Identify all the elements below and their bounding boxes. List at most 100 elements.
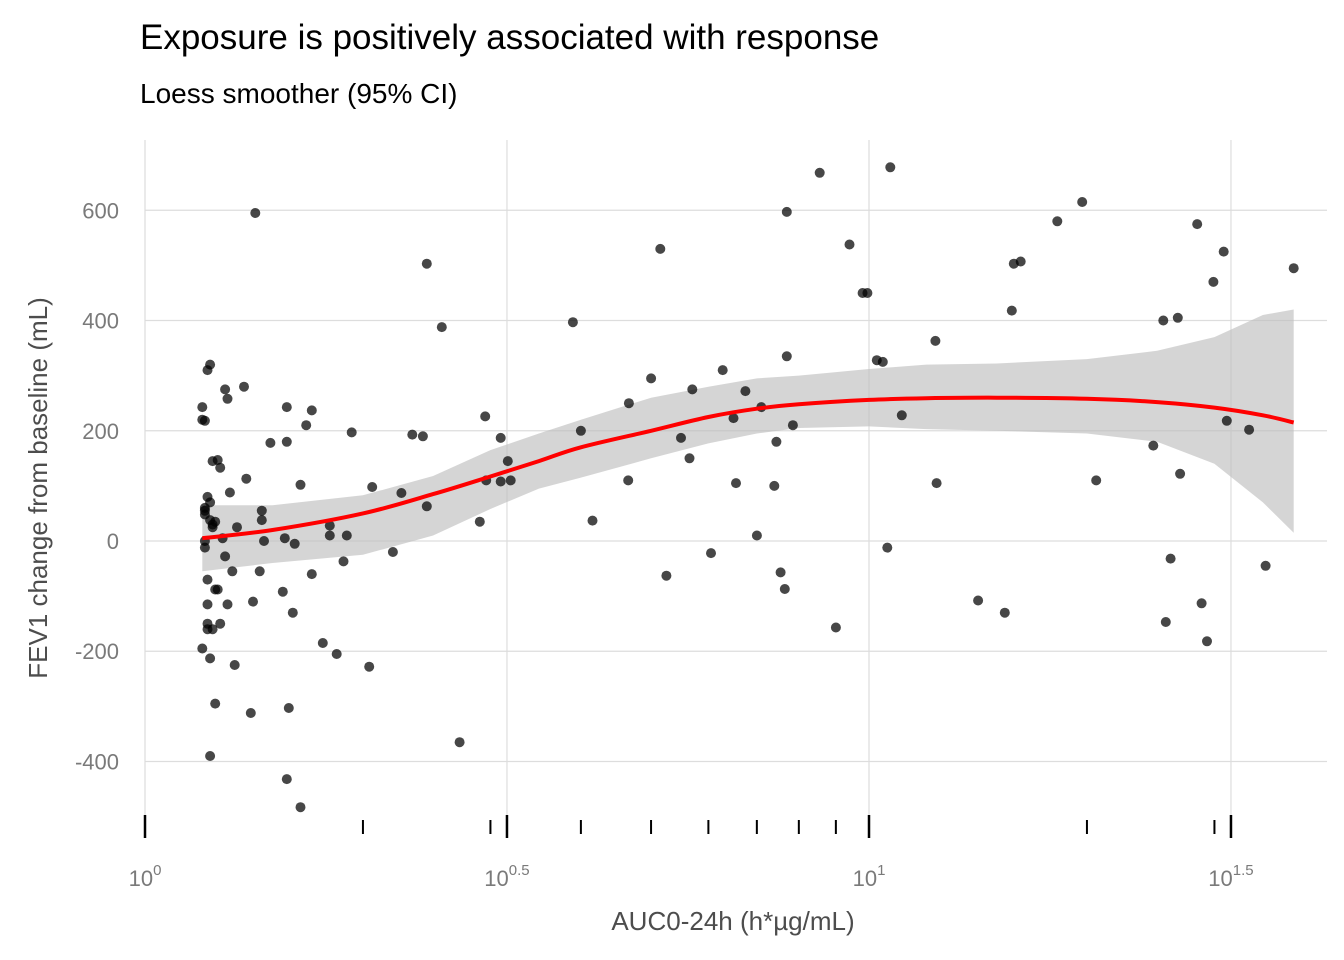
data-point [207, 624, 218, 635]
data-point [199, 415, 210, 426]
data-point [931, 478, 942, 489]
data-point [1165, 553, 1176, 564]
data-point [814, 167, 825, 178]
data-point [1158, 315, 1169, 326]
data-point [844, 239, 855, 250]
data-point [281, 436, 292, 447]
data-point [740, 386, 751, 397]
data-point [197, 643, 208, 654]
data-point [421, 258, 432, 269]
y-tick-label: 600 [82, 198, 119, 223]
data-point [396, 488, 407, 498]
data-point [1160, 617, 1171, 627]
data-point [224, 487, 235, 498]
data-point [505, 475, 516, 486]
data-point [567, 317, 578, 328]
data-point [417, 431, 428, 442]
data-point [241, 473, 252, 484]
data-point [281, 774, 292, 785]
data-point [317, 638, 328, 648]
data-point [229, 660, 240, 670]
data-point [341, 530, 352, 541]
data-point [717, 365, 728, 376]
chart-title: Exposure is positively associated with r… [140, 18, 880, 57]
data-point [245, 708, 256, 718]
data-point [324, 530, 335, 541]
y-tick-label: -400 [75, 749, 119, 774]
data-point [254, 566, 265, 577]
data-point [1218, 246, 1229, 257]
data-point [781, 351, 792, 362]
data-point [421, 501, 432, 512]
data-point [474, 516, 485, 527]
data-point [1288, 263, 1299, 274]
y-tick-label: 0 [107, 529, 119, 554]
data-point [771, 436, 782, 447]
data-point [480, 411, 491, 422]
data-point [885, 162, 896, 173]
data-point [306, 569, 317, 580]
data-point [215, 462, 226, 473]
data-point [1202, 636, 1212, 647]
data-point [331, 649, 342, 659]
data-point [283, 703, 294, 713]
data-point [289, 538, 300, 549]
data-point [222, 393, 233, 404]
data-point [661, 570, 672, 581]
data-point [930, 335, 941, 346]
data-point [202, 574, 213, 585]
data-point [1260, 560, 1271, 571]
data-point [215, 618, 226, 629]
data-point [197, 402, 208, 413]
data-point [227, 566, 238, 577]
data-point [676, 432, 686, 443]
data-point [295, 479, 306, 490]
x-tick-label: 101 [853, 862, 886, 891]
y-tick-label: 200 [82, 419, 119, 444]
data-point [1196, 598, 1207, 609]
data-point [205, 359, 216, 370]
data-point [205, 653, 216, 664]
data-point [877, 356, 888, 367]
data-point [259, 536, 269, 546]
data-point [212, 455, 223, 465]
x-tick-label: 101.5 [1208, 862, 1253, 891]
confidence-band [202, 309, 1294, 572]
data-point [232, 522, 242, 533]
data-point [387, 547, 398, 557]
data-point [495, 476, 506, 487]
data-point [279, 533, 290, 544]
data-point [277, 586, 288, 597]
data-point [684, 453, 695, 464]
data-point [205, 497, 216, 508]
x-tick-label: 100.5 [484, 862, 529, 891]
data-point [212, 584, 223, 595]
data-point [502, 456, 513, 467]
data-point [731, 478, 741, 489]
chart-subtitle: Loess smoother (95% CI) [140, 78, 458, 109]
data-point [687, 384, 698, 395]
data-point [295, 802, 306, 813]
data-point [882, 542, 893, 553]
y-tick-label: 400 [82, 309, 119, 334]
data-point [781, 206, 792, 217]
data-point [346, 427, 357, 438]
data-point [256, 515, 267, 526]
data-point [1077, 197, 1088, 207]
data-point [220, 551, 231, 562]
data-point [775, 567, 786, 578]
data-point [587, 515, 598, 526]
data-point [779, 584, 790, 594]
data-point [1006, 305, 1017, 316]
data-point [287, 607, 298, 618]
data-point [1192, 219, 1203, 230]
data-point [250, 208, 261, 218]
data-point [830, 622, 841, 633]
axis-ticks: 100 100.5 101 101.5 [129, 815, 1254, 891]
data-point [301, 420, 312, 431]
points-layer [197, 162, 1299, 813]
data-point [1148, 440, 1159, 451]
data-point [205, 751, 216, 761]
data-point [1052, 216, 1063, 227]
data-point [265, 437, 276, 448]
